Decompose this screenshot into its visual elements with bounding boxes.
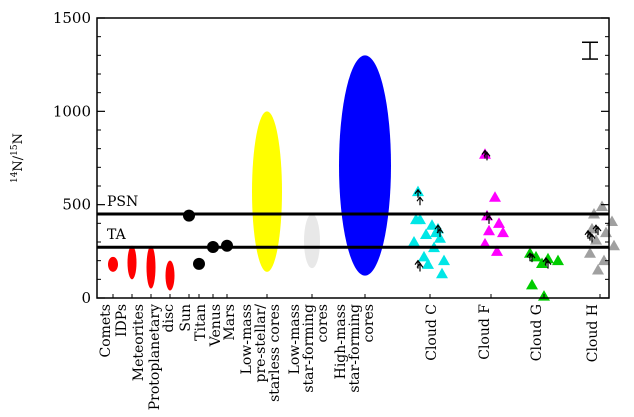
x-tick-label-low-mass-pre-stellar-starless-cores: pre-stellar/ <box>253 304 269 383</box>
x-tick-label-protoplanetary-disc: Protoplanetary <box>147 304 163 410</box>
triangle-cloud-f <box>489 191 501 202</box>
y-label-sup-15: 15 <box>10 144 20 156</box>
triangle-cloud-c <box>418 250 430 262</box>
triangle-cloud-c <box>438 254 450 266</box>
triangle-cloud-g <box>542 252 554 264</box>
triangle-cloud-h <box>608 239 620 251</box>
lower-limit-arrow-cloud-c <box>436 227 444 237</box>
lower-limit-arrow-cloud-c <box>416 196 424 206</box>
triangle-cloud-c <box>436 267 448 279</box>
error-bar-sample <box>582 41 598 60</box>
x-tick-label-mars: Mars <box>222 304 238 341</box>
reference-label-ta: TA <box>107 227 127 243</box>
triangle-cloud-h <box>590 234 602 245</box>
x-tick-label-sun: Sun <box>178 304 194 332</box>
y-tick-label: 500 <box>62 196 91 214</box>
triangle-cloud-c <box>434 232 446 243</box>
triangle-cloud-c <box>408 236 420 247</box>
x-tick-label-cloud-h: Cloud H <box>585 304 601 362</box>
triangle-cloud-h <box>598 254 610 266</box>
x-tick-label-low-mass-pre-stellar-starless-cores: Low-mass <box>239 304 255 374</box>
range-ellipse-meteorites <box>146 245 156 289</box>
triangle-cloud-f <box>491 245 503 256</box>
lower-limit-arrow-cloud-c <box>414 188 422 198</box>
reference-label-psn: PSN <box>107 194 138 210</box>
triangle-cloud-h <box>584 247 596 258</box>
range-ellipse-high-mass-star-forming-cores <box>339 55 391 276</box>
point-titan <box>193 257 205 270</box>
triangle-cloud-h <box>596 200 608 212</box>
triangle-cloud-f <box>483 224 495 236</box>
y-tick-label: 1500 <box>53 9 91 27</box>
triangle-cloud-c <box>420 228 432 240</box>
lower-limit-arrow-cloud-g <box>544 259 552 269</box>
lower-limit-arrow-cloud-h <box>594 226 602 236</box>
lower-limit-arrow-cloud-f <box>485 214 493 224</box>
range-ellipse-protoplanetary-disc <box>165 260 175 291</box>
y-axis: 0 500 1000 1500 <box>53 9 609 307</box>
y-label-sup-14: 14 <box>10 171 20 183</box>
triangle-cloud-g <box>536 257 548 268</box>
triangle-cloud-f <box>497 226 509 238</box>
triangle-cloud-c <box>430 226 442 238</box>
x-tick-label-low-mass-star-forming-cores: Low-mass <box>287 304 303 374</box>
triangle-cloud-g <box>530 250 542 262</box>
reference-lines: PSN TA <box>97 194 609 249</box>
y-tick-label: 0 <box>81 289 91 307</box>
x-tick-label-cloud-c: Cloud C <box>424 304 440 361</box>
x-tick-label-low-mass-star-forming-cores: star-forming <box>301 304 317 393</box>
y-label-n-slash: N/ <box>11 155 26 171</box>
svg-text:14N/15N: 14N/15N <box>10 133 26 183</box>
x-tick-label-cloud-f: Cloud F <box>477 304 493 360</box>
x-tick-label-idps: IDPs <box>114 304 130 337</box>
triangle-cloud-h <box>600 226 612 238</box>
triangle-cloud-c <box>422 258 434 269</box>
x-tick-label-venus: Venus <box>208 304 224 347</box>
point-sun <box>183 209 195 222</box>
x-tick-label-low-mass-star-forming-cores: cores <box>315 304 331 342</box>
triangle-cloud-c <box>426 219 438 230</box>
range-ellipse-idps <box>127 245 137 280</box>
lower-limit-arrow-cloud-g <box>528 253 536 263</box>
chart-marks <box>108 55 620 301</box>
triangle-cloud-h <box>592 264 604 275</box>
x-tick-label-high-mass-star-forming-cores: High-mass <box>333 304 349 379</box>
x-tick-label-comets: Comets <box>98 304 114 358</box>
range-ellipse-low-mass-star-forming-cores <box>304 214 320 269</box>
range-ellipse-comets <box>108 256 118 272</box>
x-tick-label-titan: Titan <box>193 304 209 341</box>
triangle-cloud-g <box>552 254 564 266</box>
triangle-cloud-f <box>493 217 505 228</box>
y-axis-label: 14N/15N <box>10 133 26 183</box>
x-tick-label-meteorites: Meteorites <box>131 304 147 381</box>
triangle-cloud-h <box>606 215 618 226</box>
triangle-cloud-g <box>526 278 538 290</box>
y-tick-label: 1000 <box>53 102 91 120</box>
x-tick-label-cloud-g: Cloud G <box>529 304 545 361</box>
x-tick-label-low-mass-pre-stellar-starless-cores: starless cores <box>267 304 283 402</box>
triangle-cloud-c <box>414 213 426 225</box>
y-label-n: N <box>11 133 26 144</box>
plot-frame <box>96 17 610 299</box>
lower-limit-arrow-cloud-h <box>588 233 596 243</box>
x-tick-label-high-mass-star-forming-cores: cores <box>361 304 377 342</box>
x-tick-label-protoplanetary-disc: disc <box>161 304 177 333</box>
lower-limit-arrow-cloud-f <box>483 151 491 161</box>
lower-limit-arrow-cloud-c <box>416 262 424 272</box>
range-ellipse-low-mass-pre-stellar-starless-cores <box>252 111 282 272</box>
x-tick-label-high-mass-star-forming-cores: star-forming <box>347 304 363 393</box>
